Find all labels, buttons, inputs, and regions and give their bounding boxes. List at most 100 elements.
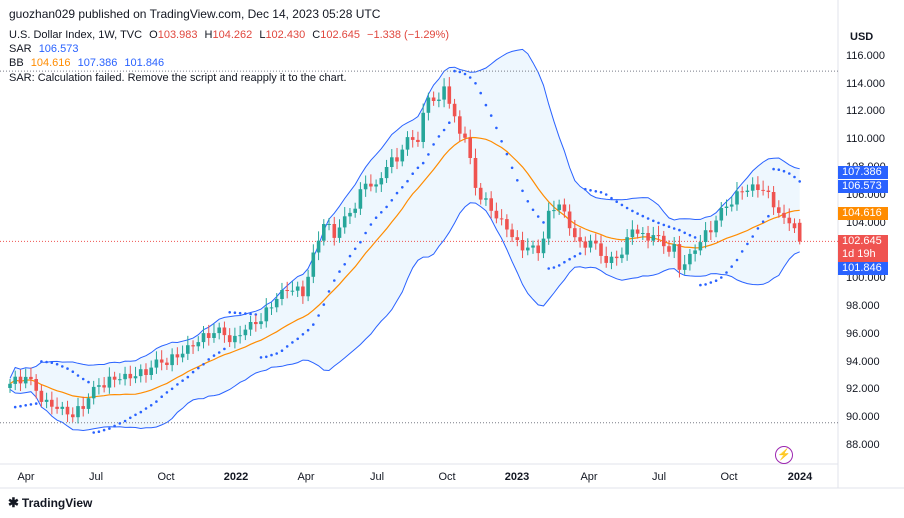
- candle-body: [55, 406, 59, 409]
- ohlc-open: O103.983: [149, 29, 198, 41]
- bollinger-bands: [9, 48, 800, 432]
- sar-dot: [139, 410, 143, 414]
- candle-body: [196, 342, 201, 347]
- candle-body: [552, 210, 556, 212]
- candle-body: [478, 187, 483, 200]
- candle-body: [44, 399, 49, 402]
- bb-fill-area: [10, 49, 800, 431]
- bb-lower-value: 101.846: [124, 57, 165, 69]
- candle-body: [740, 191, 744, 193]
- price-tick-label: 112.000: [846, 105, 885, 118]
- price-tick-label: 98.000: [846, 300, 880, 312]
- sar-dot: [793, 175, 796, 179]
- candle-body: [756, 184, 760, 190]
- sar-dot: [191, 370, 195, 374]
- candle-body: [322, 224, 326, 241]
- sar-dot: [526, 200, 530, 203]
- sar-dot: [285, 345, 289, 348]
- tradingview-logo[interactable]: ✱ TradingView: [8, 495, 93, 510]
- sar-dot: [468, 76, 472, 79]
- sar-dot: [746, 242, 749, 246]
- sar-dot: [134, 413, 137, 417]
- time-tick-label: Apr: [297, 471, 315, 483]
- candle-body: [641, 233, 645, 234]
- sar-dot: [244, 312, 247, 315]
- sar-dot: [521, 189, 524, 193]
- candle-body: [138, 369, 143, 377]
- price-tick-label: 90.000: [846, 411, 880, 424]
- sar-dot: [594, 190, 598, 193]
- candle-body: [505, 219, 509, 230]
- candle-body: [243, 329, 248, 336]
- sar-dot: [202, 363, 205, 366]
- sar-dot: [81, 377, 85, 381]
- sar-dot: [657, 221, 660, 225]
- sar-dot: [563, 260, 566, 264]
- candle-body: [332, 224, 337, 238]
- candle-body: [682, 264, 687, 270]
- time-tick-label: 2023: [504, 471, 530, 483]
- candle-body: [536, 245, 540, 254]
- candle-body: [609, 256, 614, 263]
- sar-dot: [761, 220, 765, 223]
- sar-dots: [13, 69, 801, 434]
- sar-dot: [45, 360, 48, 364]
- candle-body: [578, 237, 582, 242]
- candle-body: [431, 97, 436, 101]
- price-tick-label: 92.000: [846, 383, 880, 396]
- sar-dot: [312, 323, 315, 326]
- candle-body: [714, 220, 718, 233]
- bb-mid-tag: 104.616: [838, 207, 888, 220]
- candle-body: [792, 223, 797, 229]
- sar-dot: [390, 199, 394, 202]
- sar-dot: [108, 427, 111, 430]
- sar-dot: [186, 375, 190, 379]
- candle-body: [8, 383, 12, 388]
- sar-dot: [782, 169, 786, 173]
- sar-dot: [217, 351, 221, 354]
- sar-dot: [448, 121, 451, 124]
- sar-dot: [406, 179, 409, 183]
- sar-dot: [641, 214, 645, 218]
- candle-body: [771, 192, 776, 208]
- candle-body: [625, 237, 629, 255]
- sar-dot: [71, 370, 75, 374]
- candle-body: [662, 235, 666, 247]
- sar-dot: [280, 349, 284, 353]
- price-tick-label: 96.000: [846, 327, 880, 340]
- currency-label: USD: [850, 31, 874, 43]
- candle-body: [656, 235, 661, 237]
- candle-body: [23, 376, 28, 384]
- candle-body: [594, 240, 598, 244]
- sar-dot: [667, 225, 671, 228]
- bb-lower-line: [9, 202, 800, 432]
- candle-body: [353, 208, 357, 213]
- sar-dot: [55, 362, 59, 366]
- candle-body: [693, 250, 697, 254]
- candle-body: [123, 373, 127, 380]
- candle-body: [112, 376, 117, 380]
- candle-body: [316, 240, 321, 253]
- sar-dot: [338, 270, 341, 273]
- sar-dot: [265, 355, 268, 359]
- sar-dot: [353, 247, 357, 251]
- sar-dot: [578, 252, 582, 255]
- sar-dot: [401, 186, 404, 189]
- sar-dot: [730, 265, 733, 268]
- sar-dot: [348, 254, 352, 258]
- candle-body: [212, 333, 216, 338]
- candle-body: [133, 376, 138, 379]
- sar-dot: [479, 91, 483, 95]
- sar-dot: [306, 328, 310, 332]
- candle-body: [71, 414, 75, 418]
- sar-dot: [374, 216, 378, 219]
- time-tick-label: Jul: [369, 471, 385, 483]
- candle-body: [97, 385, 101, 387]
- sar-dot: [453, 69, 456, 73]
- candle-body: [363, 183, 368, 190]
- symbol-title: U.S. Dollar Index, 1W, TVC: [9, 29, 143, 41]
- sar-dot: [165, 391, 169, 394]
- lightning-icon[interactable]: ⚡: [775, 446, 793, 464]
- candle-body: [499, 218, 504, 220]
